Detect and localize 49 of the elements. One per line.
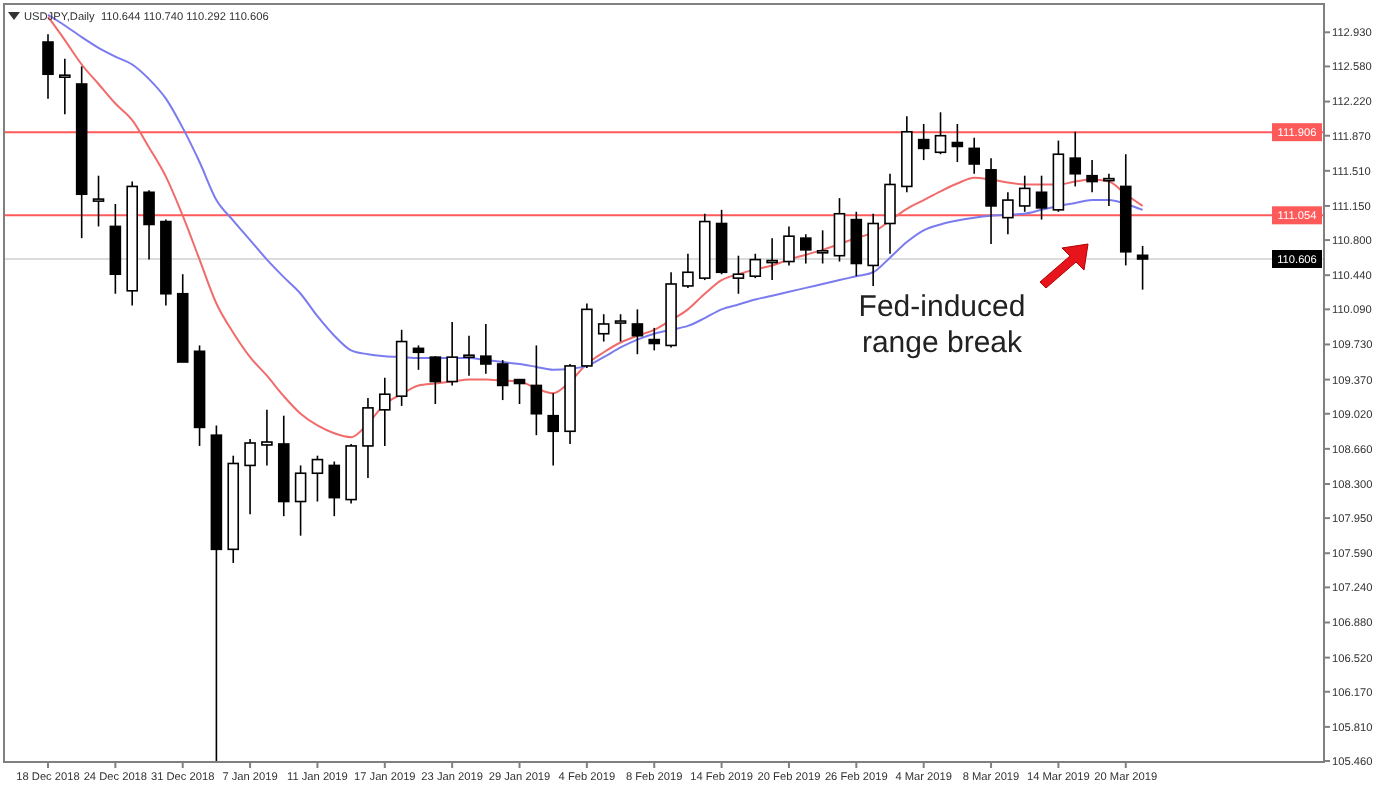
candlestick bbox=[783, 225, 795, 267]
candlestick bbox=[816, 229, 829, 265]
candlestick bbox=[1136, 245, 1149, 291]
candlestick bbox=[884, 172, 896, 255]
candlestick bbox=[1086, 159, 1098, 194]
candlestick bbox=[682, 252, 694, 289]
candlestick bbox=[480, 323, 492, 375]
candlestick bbox=[328, 460, 341, 517]
candlestick bbox=[429, 355, 442, 405]
candlestick bbox=[513, 378, 526, 405]
candlestick bbox=[362, 397, 374, 479]
candlestick bbox=[463, 334, 475, 377]
candlestick bbox=[1103, 172, 1115, 207]
candlestick bbox=[1069, 131, 1082, 188]
candlestick bbox=[631, 308, 644, 356]
candlestick bbox=[833, 197, 846, 263]
candlestick bbox=[934, 111, 947, 156]
candlestick bbox=[379, 376, 391, 447]
candlestick bbox=[1035, 174, 1048, 221]
candlestick bbox=[294, 464, 307, 537]
candlestick bbox=[143, 189, 155, 261]
candlestick bbox=[951, 123, 964, 163]
candlestick bbox=[968, 136, 980, 175]
annotation: Fed-induced range break bbox=[858, 290, 1026, 360]
candlestick bbox=[917, 123, 930, 161]
candlestick bbox=[597, 313, 610, 343]
candlestick bbox=[412, 344, 425, 371]
candlestick bbox=[850, 210, 863, 277]
candlestick bbox=[547, 392, 559, 467]
candlestick bbox=[92, 174, 105, 228]
candlestick bbox=[766, 237, 778, 281]
candlestick bbox=[496, 359, 509, 401]
candlestick bbox=[985, 157, 997, 245]
candlestick bbox=[614, 313, 627, 343]
candlestick bbox=[244, 438, 256, 516]
candlestick bbox=[446, 321, 458, 387]
candlestick bbox=[1002, 191, 1014, 236]
candlestick bbox=[530, 344, 543, 436]
candlestick bbox=[648, 327, 661, 352]
candlestick bbox=[311, 454, 324, 503]
candlestick bbox=[261, 409, 273, 467]
candlestick bbox=[109, 203, 122, 295]
candlestick bbox=[749, 252, 762, 279]
candlestick bbox=[59, 57, 71, 116]
candlestick bbox=[732, 254, 745, 295]
candlestick bbox=[800, 233, 812, 265]
candlestick bbox=[42, 33, 54, 100]
candlestick bbox=[867, 212, 879, 287]
candlestick bbox=[1018, 174, 1031, 213]
